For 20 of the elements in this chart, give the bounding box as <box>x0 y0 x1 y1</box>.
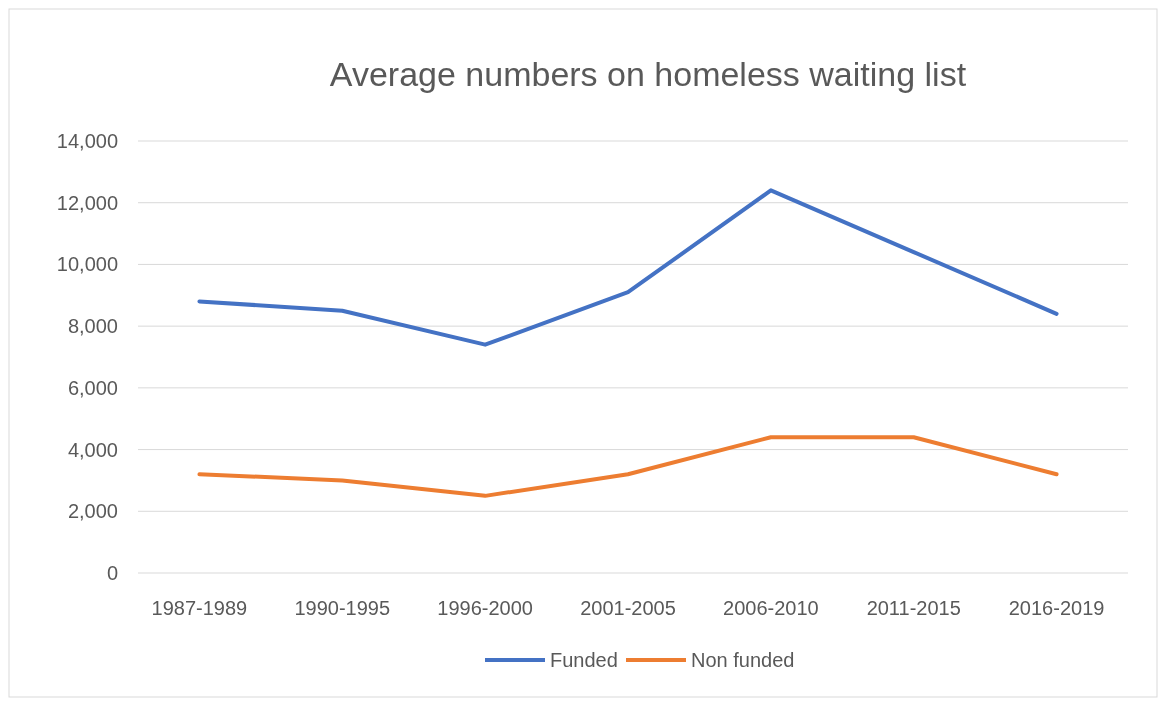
y-tick-label: 6,000 <box>67 376 118 399</box>
y-tick-label: 4,000 <box>67 438 118 461</box>
line-series <box>197 188 1059 347</box>
y-tick-label: 12,000 <box>56 191 118 214</box>
x-tick-label: 1996-2000 <box>437 597 533 619</box>
y-tick-label: 10,000 <box>56 253 118 276</box>
x-tick-label: 2016-2019 <box>1008 597 1105 619</box>
y-tick-label: 0 <box>106 562 118 584</box>
y-tick-label: 14,000 <box>56 130 118 152</box>
legend-label: Non funded <box>691 649 795 671</box>
x-tick-label: 2001-2005 <box>580 597 676 619</box>
y-tick-label: 8,000 <box>67 315 118 338</box>
chart-title: Average numbers on homeless waiting list <box>329 55 967 93</box>
x-tick-label: 1990-1995 <box>294 597 391 619</box>
line-series <box>197 435 1059 498</box>
legend-label: Funded <box>550 649 618 671</box>
x-tick-label: 2006-2010 <box>723 597 819 619</box>
x-tick-label: 2011-2015 <box>866 597 961 619</box>
x-tick-label: 1987-1989 <box>151 597 248 619</box>
y-tick-label: 2,000 <box>67 500 118 523</box>
